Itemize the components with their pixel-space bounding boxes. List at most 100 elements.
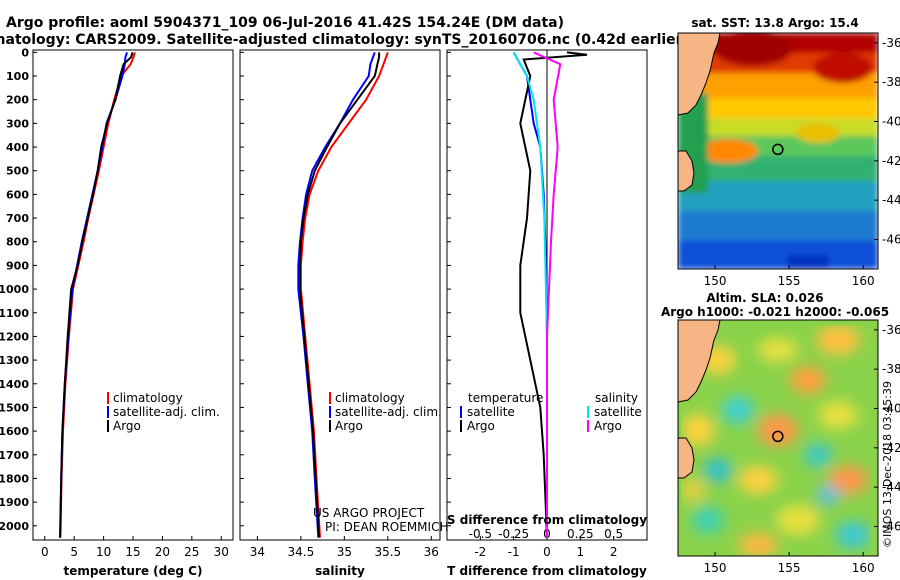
x-tick-label: -2 — [474, 545, 486, 559]
depth-tick-label: 100 — [6, 70, 29, 83]
depth-tick-label: 1600 — [0, 425, 29, 438]
title-line1: Argo profile: aoml 5904371_109 06-Jul-20… — [6, 15, 564, 31]
map-y-tick-label: -36 — [882, 36, 900, 50]
map-x-tick-label: 160 — [852, 561, 875, 575]
sla-anomaly — [835, 521, 871, 549]
float-marker — [772, 143, 784, 156]
depth-tick-label: 1200 — [0, 330, 29, 343]
panel-difference: -2 -1 0 1 2-0.5 -0.25 0 0.25 0.5 — [447, 50, 623, 559]
sst-band — [678, 98, 878, 118]
depth-tick-label: 1300 — [0, 354, 29, 367]
depth-tick-label: 1000 — [0, 283, 29, 296]
tasmania-land — [678, 150, 695, 192]
warm-core — [813, 53, 873, 83]
map-y-tick-label: -38 — [882, 75, 900, 89]
map-x-tick-label: 150 — [704, 274, 727, 288]
temperature-panel — [32, 49, 234, 541]
sla-anomaly — [738, 466, 778, 494]
map-y-tick-label: -46 — [882, 520, 900, 534]
x-tick-label: 35.5 — [374, 545, 401, 559]
difference-top-xlabel: S difference from climatology — [447, 513, 647, 527]
series-s-argo — [533, 51, 562, 538]
sst-map-title: sat. SST: 13.8 Argo: 15.4 — [691, 16, 858, 30]
map-y-tick-label: -46 — [882, 233, 900, 247]
x-tick-label: 34.5 — [288, 545, 315, 559]
sla-anomaly — [790, 366, 826, 394]
sla-anomaly — [776, 505, 820, 535]
map-y-tick-label: -44 — [882, 193, 900, 207]
x-tick-label: 34 — [250, 545, 265, 559]
depth-tick-label: 1500 — [0, 401, 29, 414]
difference-xlabel: T difference from climatology — [447, 564, 647, 578]
salinity-legend: climatology satellite-adj. clim. Argo — [329, 391, 442, 433]
depth-tick-label: 1400 — [0, 378, 29, 391]
title-line2: Climatology: CARS2009. Satellite-adjuste… — [0, 32, 689, 48]
profile-plots: 0 5 10 15 20 25 30 34 34.5 35 35.5 36 -2 -1 0 1 2 -0.5 -0.… — [33, 50, 623, 559]
cold-patch — [788, 255, 828, 269]
x-tick-label: 2 — [610, 545, 618, 559]
warm-eddy — [698, 139, 758, 163]
legend-label-s-argo: Argo — [594, 419, 622, 433]
map-x-tick-label: 155 — [778, 561, 801, 575]
sla-anomaly — [818, 401, 858, 429]
sst-band — [678, 181, 878, 211]
legend-label-argo: Argo — [113, 419, 141, 433]
series-t-argo — [519, 51, 588, 538]
depth-tick-label: 1900 — [0, 496, 29, 509]
series-argo — [59, 52, 134, 538]
x-tick-label: 25 — [184, 545, 199, 559]
salinity-panel — [239, 49, 441, 541]
depth-tick-label: 1800 — [0, 472, 29, 485]
depth-tick-label: 700 — [6, 212, 29, 225]
sla-anomaly — [704, 458, 732, 482]
sst-field — [678, 33, 878, 269]
depth-tick-label: 800 — [6, 236, 29, 249]
legend-label-argo: Argo — [335, 419, 363, 433]
legend-label-climatology: climatology — [335, 391, 405, 405]
legend-label-climatology: climatology — [113, 391, 183, 405]
map-y-tick-label: -36 — [882, 323, 900, 337]
tasmania-land — [678, 437, 695, 479]
depth-tick-label: 500 — [6, 165, 29, 178]
depth-tick-label: 2000 — [0, 520, 29, 533]
panel-salinity: 34 34.5 35 35.5 36 — [240, 51, 439, 559]
imos-watermark: ©IMOS 13-Dec-2018 03:45:39 — [881, 381, 894, 548]
depth-tick-label: 1100 — [0, 307, 29, 320]
difference-legend: temperature satellite Argo salinity sate… — [460, 391, 642, 433]
x-tick-label: -1 — [508, 545, 520, 559]
map-y-tick-label: -38 — [882, 362, 900, 376]
legend-label-satellite: satellite-adj. clim. — [113, 405, 220, 419]
map-y-tick-label: -44 — [882, 480, 900, 494]
x-tick-label: 20 — [155, 545, 170, 559]
sla-map-title-line1: Altim. SLA: 0.026 — [706, 291, 823, 305]
depth-tick-label: 400 — [6, 141, 29, 154]
map-x-tick-label: 160 — [852, 274, 875, 288]
x-tick-label: 0 — [543, 545, 551, 559]
sla-blobs — [681, 325, 871, 556]
x-tick-label: 30 — [214, 545, 229, 559]
sla-map-title-line2: Argo h1000: -0.021 h2000: -0.065 — [661, 305, 889, 319]
sla-anomaly — [692, 506, 724, 534]
sla-anomaly — [738, 533, 778, 556]
s-tick-label: 0.25 — [567, 527, 594, 541]
sla-field — [678, 320, 878, 556]
depth-tick-label: 1700 — [0, 449, 29, 462]
s-tick-label: 0.5 — [604, 527, 623, 541]
depth-tick-label: 900 — [6, 259, 29, 272]
map-x-tick-label: 155 — [778, 274, 801, 288]
s-tick-label: -0.5 — [469, 527, 492, 541]
legend-title-temperature: temperature — [468, 391, 543, 405]
sst-band — [678, 211, 878, 241]
panel-temperature: 0 5 10 15 20 25 30 — [33, 51, 229, 559]
depth-tick-label: 600 — [6, 188, 29, 201]
sst-band — [678, 241, 878, 269]
mainland-land — [678, 33, 721, 116]
s-tick-label: -0.25 — [498, 527, 529, 541]
map-y-tick-label: -40 — [882, 115, 900, 129]
sla-anomaly — [828, 466, 868, 494]
legend-label-s-satellite: satellite — [594, 405, 642, 419]
credit-line2: PI: DEAN ROEMMICH — [325, 520, 448, 534]
map-frame — [677, 32, 879, 270]
sla-anomaly — [816, 485, 840, 505]
